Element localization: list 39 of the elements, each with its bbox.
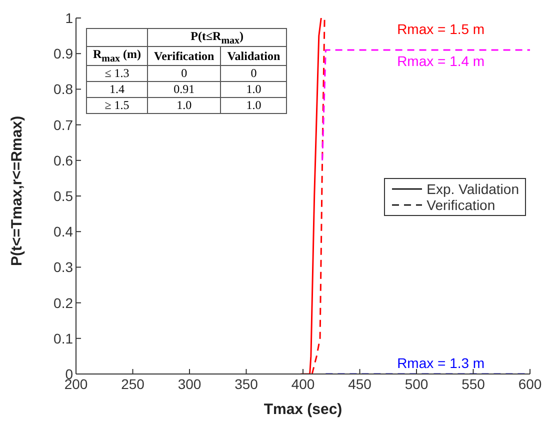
y-tick-label: 0.4 [54,224,74,240]
annotation: 0 [250,66,257,80]
annotation: Verification [154,48,214,63]
x-tick-label: 450 [348,376,372,392]
y-tick-label: 0.1 [54,330,74,346]
y-tick-label: 0.9 [54,46,74,62]
annotation: ≥ 1.5 [104,98,130,112]
x-tick-label: 350 [234,376,258,392]
y-tick-label: 0.2 [54,294,74,311]
annotation: R$_{max}$ (m) [93,47,142,65]
series-label: Rmax = 1.3 m [397,355,485,371]
annotation: 1.4 [110,82,124,96]
annotation: ≤ 1.3 [104,66,130,80]
line-series [311,18,326,374]
x-axis-title: Tmax (sec) [264,401,342,418]
y-tick-label: 0.8 [54,81,74,98]
annotation: Validation [227,48,280,63]
y-tick-label: 0.3 [54,259,74,276]
y-axis-title: P(t<=Tmax,r<=Rmax) [8,116,26,266]
text: Rmax = 1.5 m [397,21,485,37]
y-tick-label: 0.5 [54,188,74,204]
x-tick-label: 600 [518,376,542,392]
x-tick-label: 300 [178,376,202,392]
legend-label: Exp. Validation [426,181,519,198]
annotation: 1.0 [246,98,262,112]
x-tick-label: 550 [462,376,486,392]
annotation: 0 [181,66,188,80]
y-tick-label: 1 [65,10,74,26]
annotation: 1.0 [246,82,262,96]
annotation: 0.91 [174,82,195,96]
x-tick-label: 250 [121,376,145,392]
y-tick-label: 0.6 [54,152,74,168]
x-tick-label: 400 [291,376,315,392]
y-tick-label: 0.7 [54,116,74,133]
x-tick-label: 500 [404,376,428,392]
legend-label: Verification [426,197,496,214]
series-label: Rmax = 1.4 m [397,53,485,70]
annotation: 1.0 [176,98,192,112]
annotation: P(t≤R$_{max}$) [190,29,244,46]
